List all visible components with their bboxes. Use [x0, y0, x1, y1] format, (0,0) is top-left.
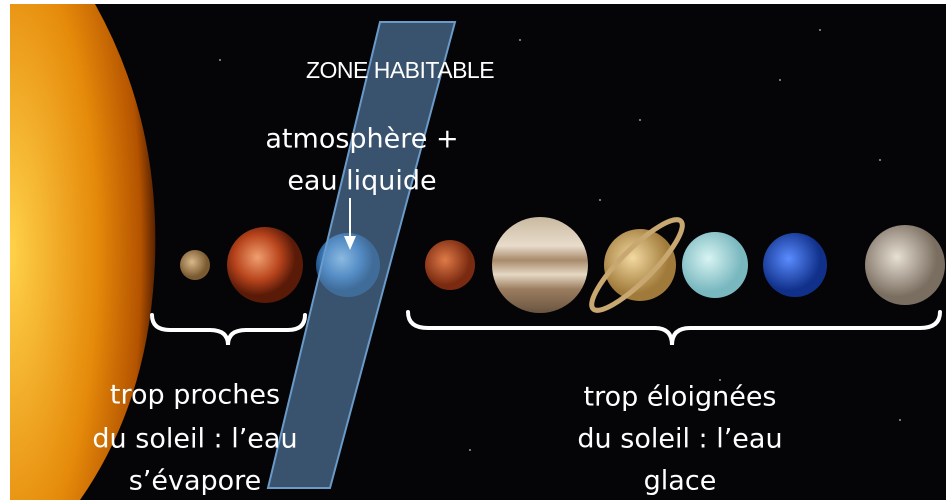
- jupiter: [492, 217, 588, 313]
- note: atmosphère +: [265, 124, 458, 155]
- neptune: [763, 233, 827, 297]
- mars: [425, 240, 475, 290]
- inner-text: s’évapore: [129, 466, 262, 497]
- zone-title: ZONE HABITABLE: [306, 57, 494, 83]
- venus: [227, 227, 303, 303]
- inner-text: du soleil : l’eau: [92, 424, 297, 455]
- note: eau liquide: [287, 166, 436, 197]
- outer-text: du soleil : l’eau: [577, 424, 782, 455]
- inner-text: trop proches: [110, 380, 280, 411]
- outer-text: trop éloignées: [583, 382, 776, 413]
- diagram: ZONE HABITABLE atmosphère + eau liquide …: [0, 0, 950, 503]
- uranus: [682, 232, 748, 298]
- outer-text: glace: [644, 466, 717, 497]
- mercury: [180, 250, 210, 280]
- dwarf-planet: [865, 225, 945, 305]
